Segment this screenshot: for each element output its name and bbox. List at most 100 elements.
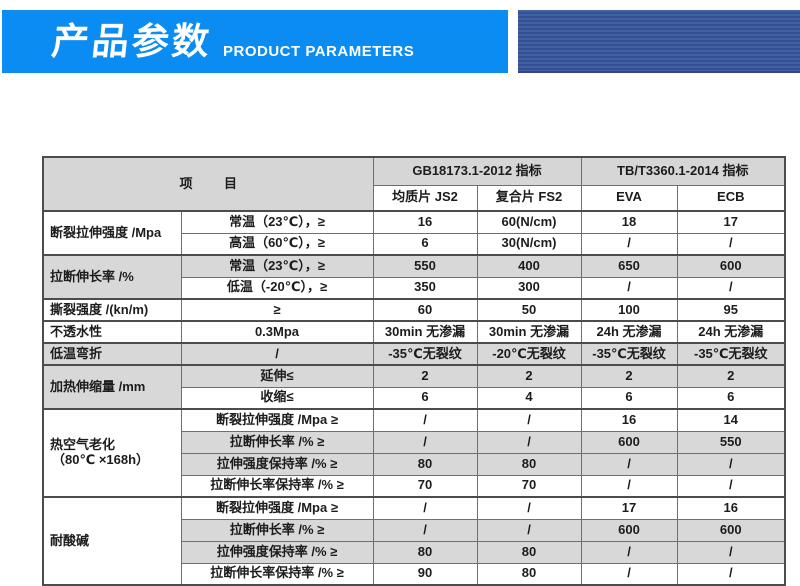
value-cell: 70 [372, 474, 478, 498]
value-cell: / [676, 540, 786, 564]
value-cell: 16 [580, 408, 678, 432]
value-cell: -35℃无裂纹 [676, 342, 786, 366]
table-row: 拉断伸长率保持率 /% ≥ 70 70 / / [43, 474, 786, 498]
col-header-fs2: 复合片 FS2 [476, 184, 582, 212]
value-cell: 550 [676, 430, 786, 454]
table-row: 拉伸强度保持率 /% ≥ 80 80 / / [43, 452, 786, 476]
value-cell: 600 [676, 254, 786, 278]
item-cell-impermeability: 不透水性 [42, 320, 182, 344]
title-banner: 产品参数 PRODUCT PARAMETERS [2, 10, 800, 73]
col-header-item: 项 目 [42, 156, 374, 212]
table-row: 拉断伸长率 /% 常温（23℃），≥ 550 400 650 600 [42, 254, 786, 300]
value-cell: 24h 无渗漏 [676, 320, 786, 344]
condition-cell: 拉伸强度保持率 /% ≥ [180, 540, 374, 564]
value-cell: / [372, 496, 478, 520]
value-cell: / [580, 276, 678, 300]
value-cell: 50 [476, 298, 582, 322]
value-cell: 30min 无渗漏 [476, 320, 582, 344]
value-cell: 100 [580, 298, 678, 322]
value-cell: 6 [372, 386, 478, 410]
table-header-row-materials: 均质片 JS2 复合片 FS2 EVA ECB [43, 184, 786, 212]
value-cell: 70 [476, 474, 582, 498]
value-cell: 14 [676, 408, 786, 432]
col-header-eva: EVA [580, 184, 678, 212]
item-cell-tensile-strength: 断裂拉伸强度 /Mpa [42, 210, 182, 256]
value-cell: 95 [676, 298, 786, 322]
table-row: 加热伸缩量 /mm 延伸≤ 2 2 2 2 [42, 364, 786, 410]
value-cell: 400 [476, 254, 582, 278]
item-label-line1: 热空气老化 [50, 437, 116, 453]
table-row: 断裂拉伸强度 /Mpa 常温（23℃），≥ 16 60(N/cm) 18 17 [42, 210, 786, 256]
condition-cell: 拉断伸长率 /% ≥ [180, 518, 374, 542]
table-row: 拉断伸长率 /% ≥ / / 600 600 [43, 518, 786, 542]
value-cell: / [580, 474, 678, 498]
value-cell: 80 [476, 562, 582, 586]
value-cell: / [476, 408, 582, 432]
value-cell: 550 [372, 254, 478, 278]
value-cell: / [476, 430, 582, 454]
condition-cell: 收缩≤ [180, 386, 374, 410]
value-cell: / [476, 496, 582, 520]
item-cell-hot-air-aging: 热空气老化 （80℃ ×168h） [42, 408, 182, 498]
value-cell: / [676, 474, 786, 498]
col-header-gb-standard: GB18173.1-2012 指标 [372, 156, 582, 186]
condition-cell: 拉伸强度保持率 /% ≥ [180, 452, 374, 476]
value-cell: / [580, 452, 678, 476]
table-row: 拉断伸长率保持率 /% ≥ 90 80 / / [43, 562, 786, 586]
condition-cell: 拉断伸长率保持率 /% ≥ [180, 562, 374, 586]
condition-cell: 常温（23℃），≥ [180, 254, 374, 278]
item-cell-heating-dimension-change: 加热伸缩量 /mm [42, 364, 182, 410]
value-cell: 24h 无渗漏 [580, 320, 678, 344]
value-cell: 17 [676, 210, 786, 234]
value-cell: 600 [580, 430, 678, 454]
item-cell-tear-strength: 撕裂强度 /(kn/m) [42, 298, 182, 322]
condition-cell: 常温（23℃），≥ [180, 210, 374, 234]
page-title: 产品参数 [49, 21, 215, 62]
table-row: 低温弯折 / -35℃无裂纹 -20℃无裂纹 -35℃无裂纹 -35℃无裂纹 [42, 342, 786, 366]
condition-cell: 延伸≤ [180, 364, 374, 388]
table-row: 耐酸碱 断裂拉伸强度 /Mpa ≥ / / 17 16 [42, 496, 786, 586]
value-cell: -35℃无裂纹 [580, 342, 678, 366]
value-cell: 80 [476, 540, 582, 564]
condition-cell: 高温（60℃），≥ [180, 232, 374, 256]
condition-cell: 断裂拉伸强度 /Mpa ≥ [180, 496, 374, 520]
value-cell: / [580, 232, 678, 256]
value-cell: 600 [580, 518, 678, 542]
value-cell: 6 [676, 386, 786, 410]
value-cell: 80 [372, 540, 478, 564]
col-header-js2: 均质片 JS2 [372, 184, 478, 212]
value-cell: / [676, 232, 786, 256]
value-cell: / [372, 408, 478, 432]
value-cell: 60(N/cm) [476, 210, 582, 234]
condition-cell: 0.3Mpa [180, 320, 374, 344]
value-cell: / [676, 562, 786, 586]
value-cell: 17 [580, 496, 678, 520]
value-cell: 90 [372, 562, 478, 586]
value-cell: 600 [676, 518, 786, 542]
item-cell-acid-alkali-resistance: 耐酸碱 [42, 496, 182, 586]
col-header-ecb: ECB [676, 184, 786, 212]
table-row: 撕裂强度 /(kn/m) ≥ 60 50 100 95 [42, 298, 786, 322]
banner-divider [508, 10, 518, 73]
value-cell: / [372, 518, 478, 542]
value-cell: 2 [676, 364, 786, 388]
banner-blue-bar: 产品参数 PRODUCT PARAMETERS [2, 10, 508, 73]
value-cell: / [476, 518, 582, 542]
value-cell: 2 [476, 364, 582, 388]
value-cell: 18 [580, 210, 678, 234]
condition-cell: 拉断伸长率 /% ≥ [180, 430, 374, 454]
table-row: 拉伸强度保持率 /% ≥ 80 80 / / [43, 540, 786, 564]
condition-cell: / [180, 342, 374, 366]
value-cell: 2 [372, 364, 478, 388]
value-cell: -20℃无裂纹 [476, 342, 582, 366]
value-cell: 6 [580, 386, 678, 410]
table-row: 热空气老化 （80℃ ×168h） 断裂拉伸强度 /Mpa ≥ / / 16 1… [42, 408, 786, 498]
condition-cell: 拉断伸长率保持率 /% ≥ [180, 474, 374, 498]
product-parameters-table: 项 目 GB18173.1-2012 指标 TB/T3360.1-2014 指标… [42, 156, 787, 586]
value-cell: 350 [372, 276, 478, 300]
value-cell: -35℃无裂纹 [372, 342, 478, 366]
value-cell: / [580, 562, 678, 586]
col-header-tb-standard: TB/T3360.1-2014 指标 [580, 156, 786, 186]
value-cell: 30min 无渗漏 [372, 320, 478, 344]
value-cell: / [580, 540, 678, 564]
